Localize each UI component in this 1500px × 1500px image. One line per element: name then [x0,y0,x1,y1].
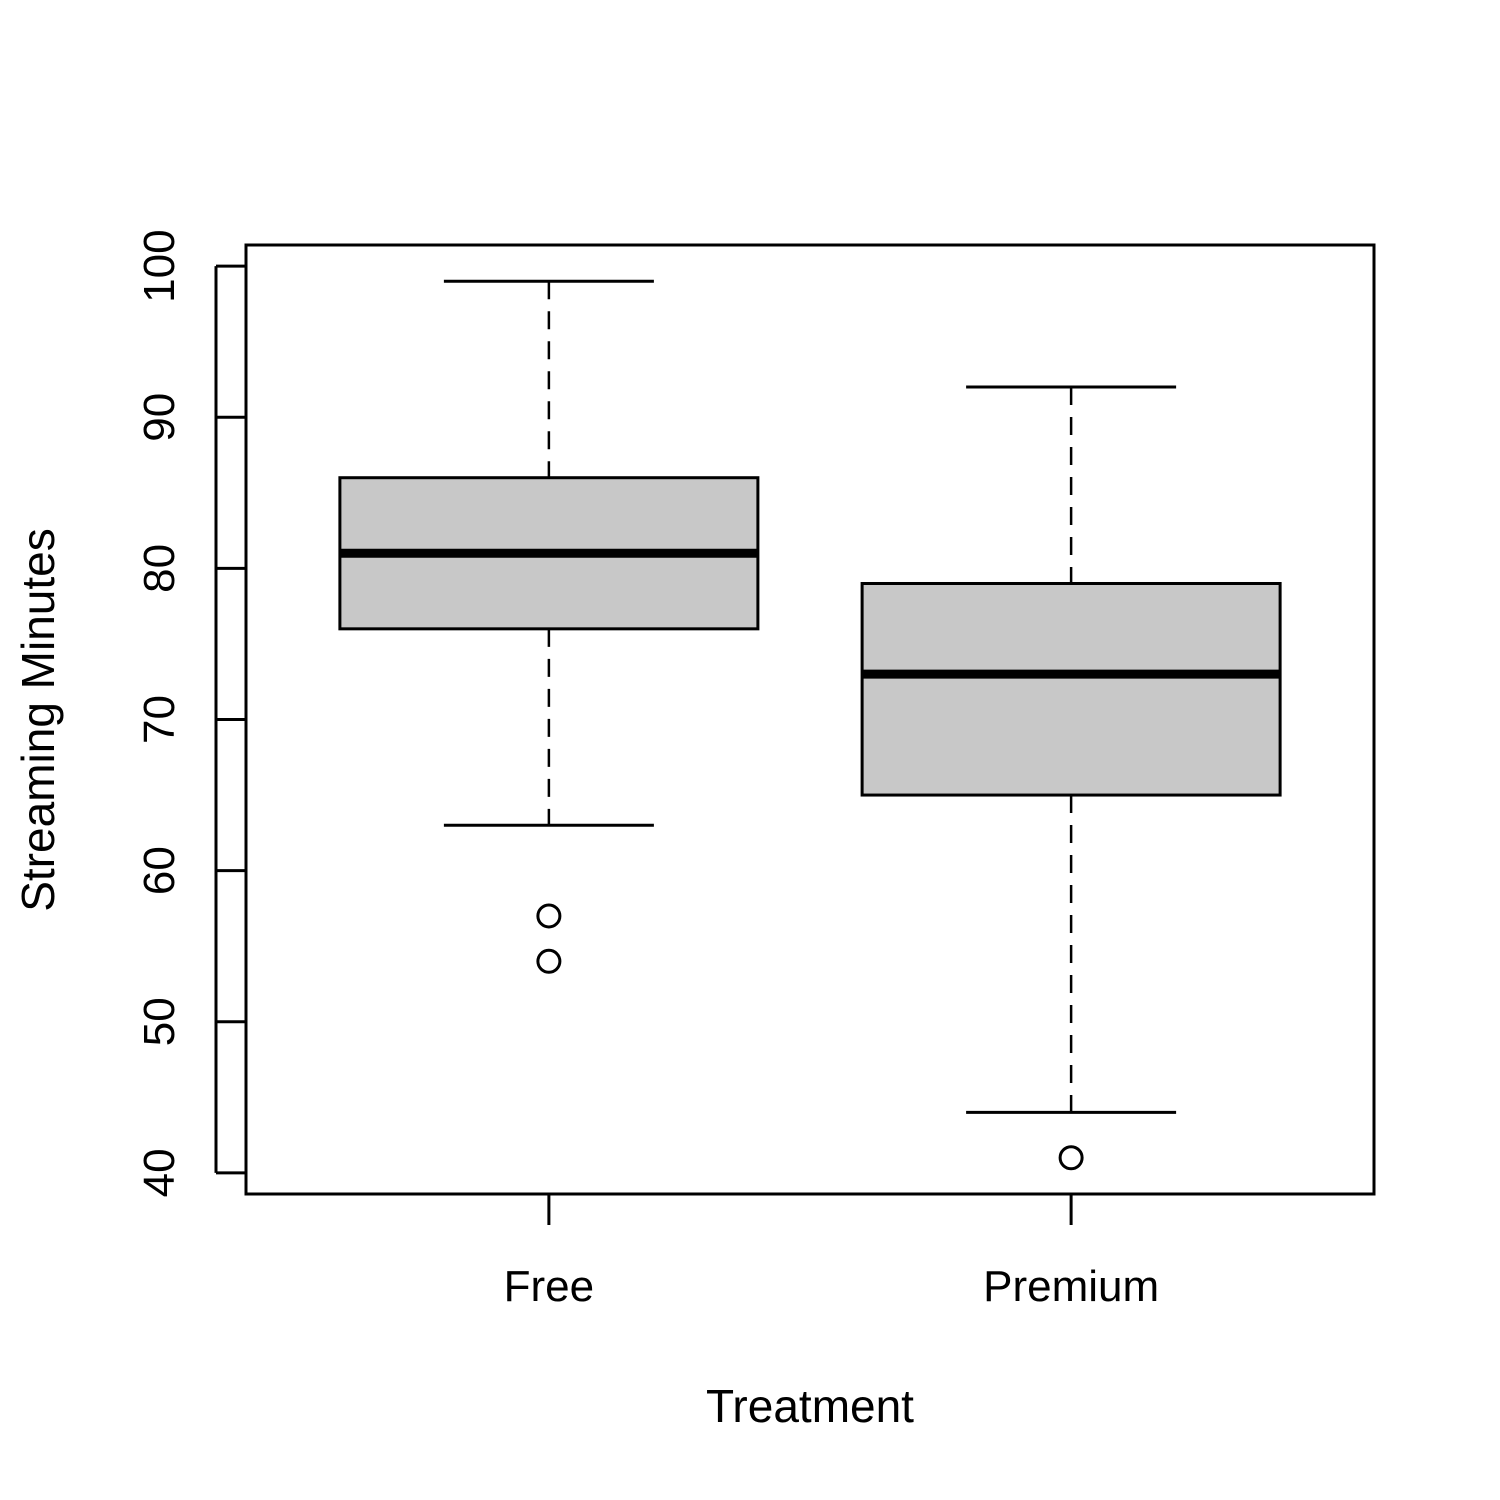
y-tick-label: 60 [135,846,184,895]
outlier-point [536,903,562,929]
box-iqr [860,581,1282,797]
outlier-point [1058,1145,1084,1171]
y-tick-label: 70 [135,695,184,744]
x-axis-title: Treatment [706,1380,914,1432]
y-tick-label: 100 [135,229,184,302]
x-axis: Free Premium [504,1194,1159,1311]
y-tick-label: 90 [135,393,184,442]
x-tick-label: Premium [983,1262,1159,1311]
y-tick-label: 40 [135,1148,184,1197]
y-axis-title: Streaming Minutes [12,528,64,912]
x-tick-label: Free [504,1262,594,1311]
outlier-point [536,948,562,974]
y-tick-label: 80 [135,544,184,593]
y-axis: 40 50 60 70 80 90 100 [135,229,246,1197]
y-tick-label: 50 [135,997,184,1046]
box-group [338,279,1282,1171]
